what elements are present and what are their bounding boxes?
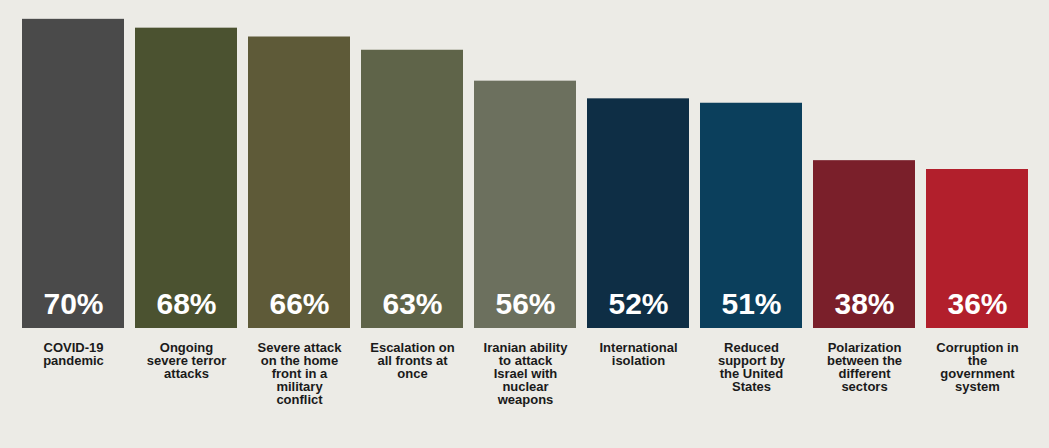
svg-text:63%: 63% — [382, 287, 442, 320]
svg-text:51%: 51% — [721, 287, 781, 320]
svg-text:Corruption inthegovernmentsyst: Corruption inthegovernmentsystem — [936, 340, 1018, 394]
svg-text:Escalation onall fronts atonce: Escalation onall fronts atonce — [370, 340, 455, 381]
svg-text:Polarizationbetween thediffere: Polarizationbetween thedifferentsectors — [827, 340, 902, 394]
svg-text:52%: 52% — [608, 287, 668, 320]
svg-text:Severe attackon the homefront: Severe attackon the homefront in amilita… — [258, 340, 343, 407]
svg-text:Iranian abilityto attackIsrael: Iranian abilityto attackIsrael withnucle… — [484, 340, 569, 407]
svg-text:36%: 36% — [947, 287, 1007, 320]
svg-text:COVID-19pandemic: COVID-19pandemic — [43, 340, 104, 368]
svg-text:68%: 68% — [156, 287, 216, 320]
svg-text:Ongoingsevere terrorattacks: Ongoingsevere terrorattacks — [147, 340, 227, 381]
svg-text:Reducedsupport bythe UnitedSta: Reducedsupport bythe UnitedStates — [718, 340, 786, 394]
svg-text:70%: 70% — [43, 287, 103, 320]
svg-text:38%: 38% — [834, 287, 894, 320]
svg-text:56%: 56% — [495, 287, 555, 320]
svg-text:Internationalisolation: Internationalisolation — [599, 340, 677, 368]
svg-text:66%: 66% — [269, 287, 329, 320]
